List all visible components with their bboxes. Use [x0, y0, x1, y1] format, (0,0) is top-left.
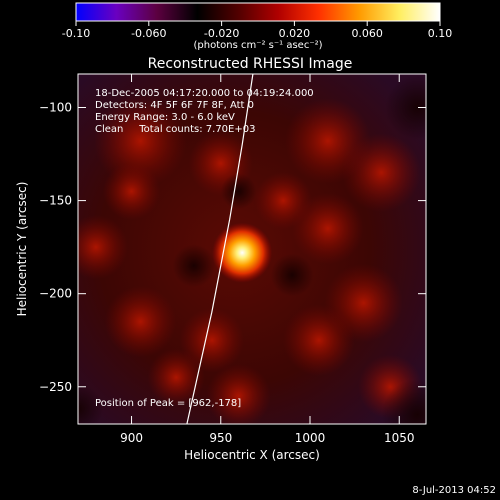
emission-blob — [104, 285, 177, 358]
x-tick-label: 1050 — [384, 431, 415, 445]
dark-region — [220, 173, 257, 210]
y-tick-label: −200 — [39, 287, 72, 301]
dark-region — [270, 253, 314, 297]
dark-region — [78, 384, 103, 424]
peak-position-label: Position of Peak = [962,-178] — [95, 398, 241, 409]
y-axis-label: Heliocentric Y (arcsec) — [15, 182, 29, 317]
emission-blob — [292, 192, 364, 265]
dark-region — [381, 379, 426, 424]
emission-blob — [147, 348, 205, 407]
timestamp: 8-Jul-2013 04:52 — [412, 485, 496, 496]
colorbar-tick-label: 0.10 — [428, 27, 453, 40]
colorbar-tick-label: 0.060 — [351, 27, 383, 40]
dark-region — [172, 244, 216, 288]
emission-blob — [78, 215, 128, 280]
emission-blob — [102, 162, 161, 220]
x-ticks: 900 950 1000 1050 — [120, 74, 415, 445]
image-area — [78, 74, 426, 424]
y-ticks: −100 −150 −200 −250 — [39, 101, 426, 394]
emission-blob — [283, 304, 355, 376]
colorbar-tick-label: 0.020 — [279, 27, 311, 40]
emission-blob — [206, 363, 271, 424]
x-axis-label: Heliocentric X (arcsec) — [184, 448, 320, 462]
chart-title: Reconstructed RHESSI Image — [148, 56, 353, 72]
emission-blob — [179, 308, 244, 373]
info-line-time: 18-Dec-2005 04:17:20.000 to 04:19:24.000 — [95, 88, 314, 99]
colorbar-unit-label: (photons cm⁻² s⁻¹ asec⁻²) — [193, 40, 322, 51]
y-tick-label: −100 — [39, 101, 72, 115]
x-tick-label: 950 — [209, 431, 232, 445]
info-block: 18-Dec-2005 04:17:20.000 to 04:19:24.000… — [95, 88, 314, 135]
emission-blob — [254, 172, 312, 230]
emission-blob — [342, 133, 421, 212]
info-line-energy: Energy Range: 3.0 - 6.0 keV — [95, 112, 235, 123]
y-tick-label: −150 — [39, 194, 72, 208]
colorbar-ticks: -0.10 -0.060 -0.020 0.020 0.060 0.10 — [62, 21, 452, 40]
colorbar — [75, 2, 441, 22]
info-line-clean: Clean Total counts: 7.70E+03 — [95, 124, 255, 135]
solar-limb-line — [186, 74, 254, 424]
dark-region — [384, 75, 426, 140]
emission-blob — [94, 94, 187, 188]
colorbar-tick-label: -0.060 — [131, 27, 166, 40]
peak-source — [212, 222, 273, 283]
plot-frame — [77, 73, 427, 425]
info-line-detectors: Detectors: 4F 5F 6F 7F 8F, Att 0 — [95, 100, 254, 111]
x-tick-label: 900 — [120, 431, 143, 445]
y-tick-label: −250 — [39, 380, 72, 394]
emission-blobs — [78, 75, 426, 424]
x-tick-label: 1000 — [295, 431, 326, 445]
colorbar-tick-label: -0.10 — [62, 27, 90, 40]
colorbar-tick-label: -0.020 — [204, 27, 239, 40]
